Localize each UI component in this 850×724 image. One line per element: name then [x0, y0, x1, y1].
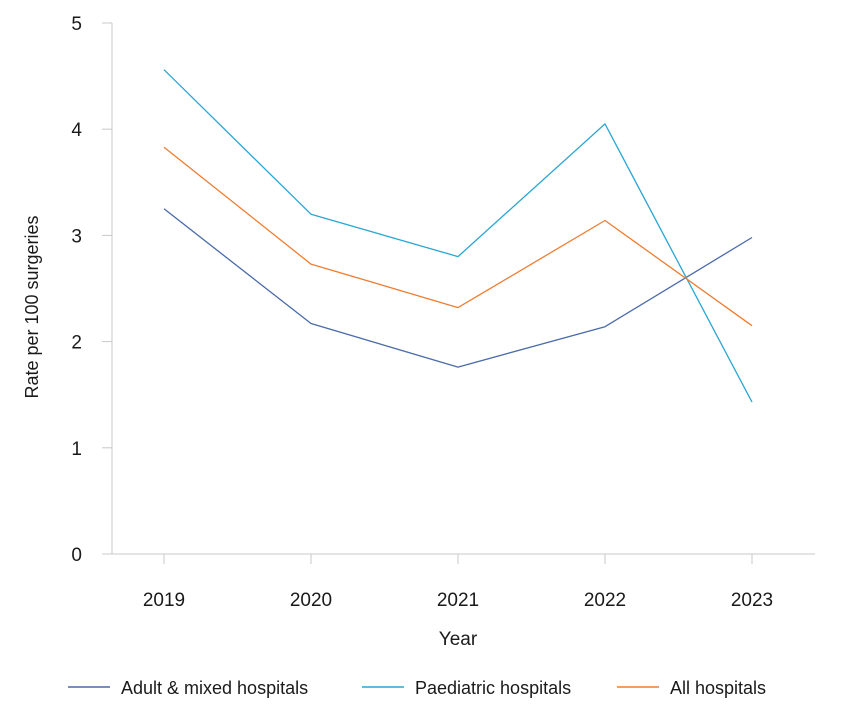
x-tick-label: 2021: [437, 590, 479, 611]
series-lines: [163, 69, 753, 403]
y-tick-label: 5: [71, 14, 82, 35]
y-tick-label: 2: [71, 333, 82, 354]
legend: Adult & mixed hospitals Paediatric hospit…: [68, 678, 766, 698]
x-axis-label: Year: [439, 629, 478, 650]
y-axis-label: Rate per 100 surgeries: [22, 215, 42, 398]
legend-label-2: Paediatric hospitals: [415, 678, 571, 698]
y-tick-label: 4: [71, 120, 82, 141]
y-tick-label: 3: [71, 226, 82, 247]
legend-label-1: Adult & mixed hospitals: [121, 678, 308, 698]
x-tick-label: 2020: [290, 590, 332, 611]
y-tick-label: 0: [71, 545, 82, 566]
series-line-3: [163, 146, 753, 327]
x-ticks: 2019 2020 2021 2022 2023: [143, 554, 773, 611]
x-tick-label: 2022: [584, 590, 626, 611]
legend-label-3: All hospitals: [670, 678, 766, 698]
y-ticks: 0 1 2 3 4 5: [71, 14, 112, 566]
axes: [111, 23, 815, 555]
x-tick-label: 2023: [731, 590, 773, 611]
series-line-2: [163, 69, 753, 403]
y-tick-label: 1: [71, 439, 82, 460]
series-line-1: [163, 208, 753, 368]
x-tick-label: 2019: [143, 590, 185, 611]
